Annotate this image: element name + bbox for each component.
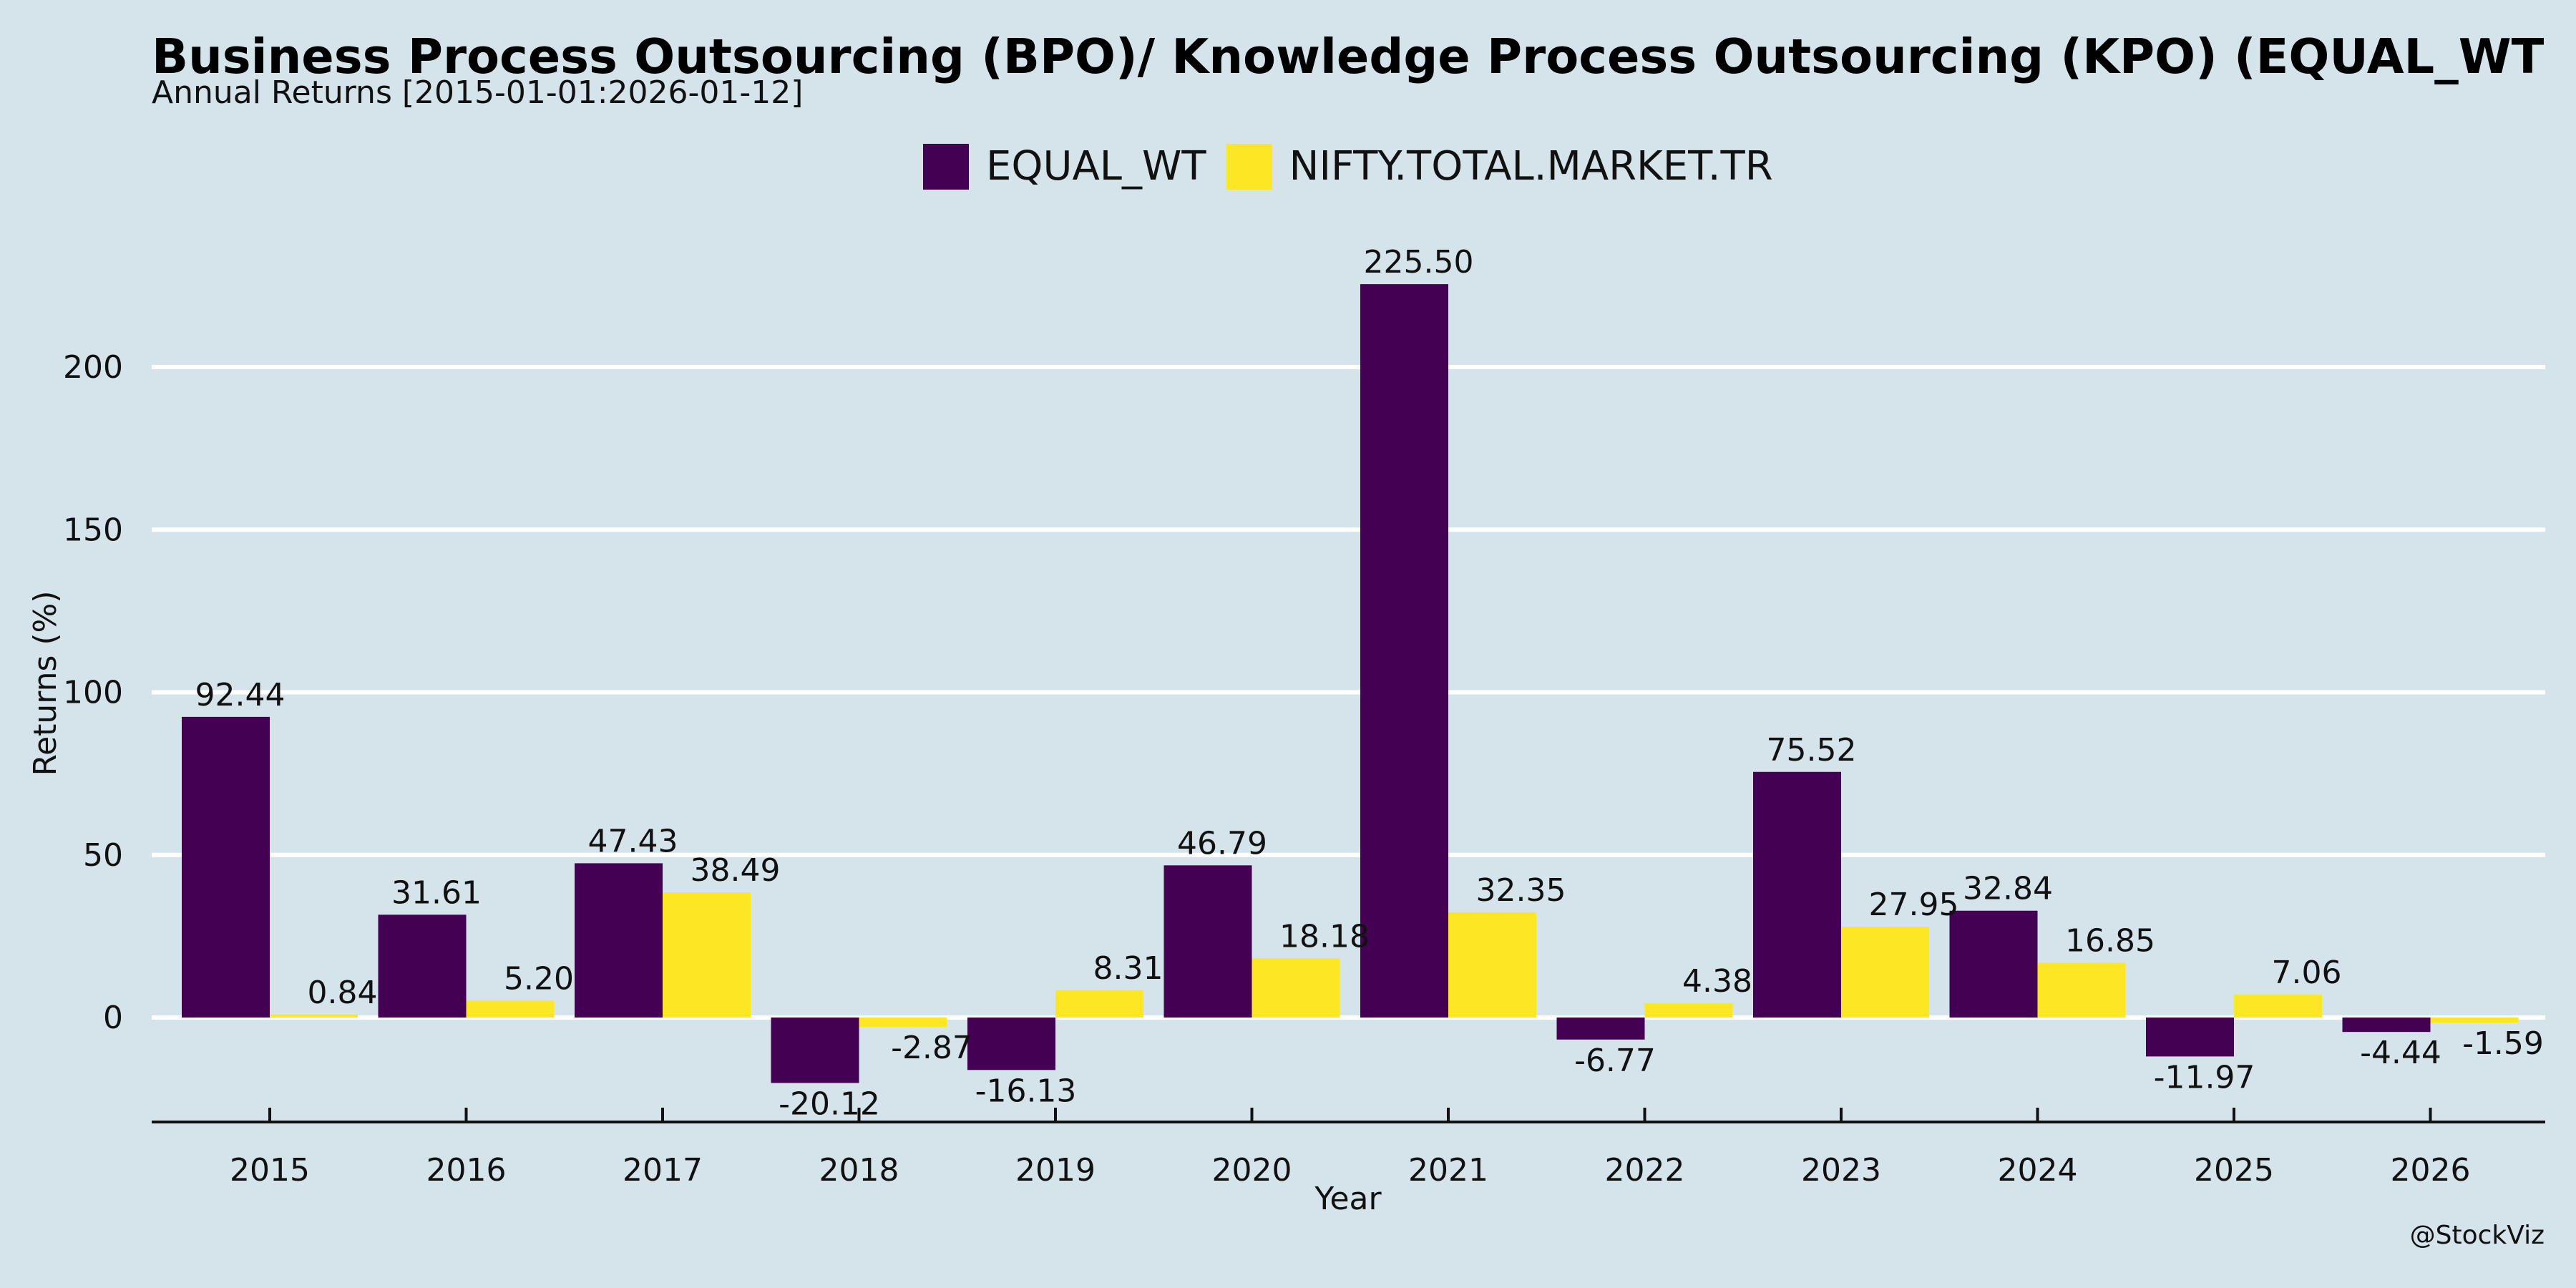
bar-equal-wt-2019 (967, 1018, 1055, 1070)
watermark: @StockViz (2409, 1221, 2545, 1250)
bar-equal-wt-2020 (1163, 865, 1252, 1018)
bar-label: 92.44 (195, 677, 286, 713)
x-tick-label: 2026 (2391, 1152, 2471, 1189)
bar-label: 4.38 (1682, 963, 1752, 1000)
bar-label: -20.12 (779, 1085, 880, 1122)
bar-nifty-2020 (1252, 958, 1340, 1018)
bar-equal-wt-2018 (771, 1018, 859, 1083)
bar-nifty-2023 (1841, 926, 1929, 1018)
bars (182, 284, 2519, 1083)
bar-label: 27.95 (1869, 887, 1959, 923)
axes: 0 50 100 150 200 2015 2016 2017 2018 2019 2020 2021… (63, 349, 2545, 1189)
bar-label: 8.31 (1093, 950, 1163, 987)
bar-label: -1.59 (2462, 1025, 2544, 1062)
y-tick-label: 200 (63, 349, 123, 386)
bar-nifty-2024 (2037, 962, 2126, 1018)
bar-equal-wt-2022 (1556, 1018, 1645, 1040)
bar-label: -6.77 (1574, 1043, 1656, 1079)
bar-label: 32.35 (1476, 872, 1566, 909)
chart-title: Business Process Outsourcing (BPO)/ Know… (152, 29, 2545, 84)
bar-label: 31.61 (391, 874, 482, 911)
bar-label: 5.20 (504, 960, 574, 997)
x-tick-label: 2019 (1015, 1152, 1096, 1189)
legend-item-nifty: NIFTY.TOTAL.MARKET.TR (1226, 143, 1773, 190)
bar-label: 225.50 (1364, 244, 1474, 280)
legend-swatch-nifty (1226, 143, 1272, 190)
bar-equal-wt-2016 (378, 914, 467, 1018)
y-tick-label: 50 (83, 837, 123, 874)
bar-label: 18.18 (1279, 918, 1370, 955)
bar-nifty-2026 (2430, 1018, 2519, 1023)
bar-label: 47.43 (588, 823, 678, 859)
bar-nifty-2022 (1644, 1003, 1733, 1018)
x-tick-label: 2017 (623, 1152, 703, 1189)
y-tick-label: 150 (63, 512, 123, 548)
bar-nifty-2019 (1055, 990, 1143, 1018)
x-tick-label: 2018 (819, 1152, 899, 1189)
legend-label-equal-wt: EQUAL_WT (986, 143, 1206, 190)
legend-label-nifty: NIFTY.TOTAL.MARKET.TR (1289, 143, 1773, 190)
bar-equal-wt-2023 (1753, 771, 1841, 1018)
x-tick-label: 2024 (1998, 1152, 2078, 1189)
legend: EQUAL_WT NIFTY.TOTAL.MARKET.TR (923, 143, 1793, 190)
legend-swatch-equal-wt (923, 143, 969, 190)
bar-nifty-2025 (2234, 994, 2322, 1018)
x-tick-label: 2020 (1212, 1152, 1292, 1189)
bar-label: -11.97 (2154, 1059, 2255, 1096)
bar-label: 46.79 (1177, 825, 1267, 862)
bar-equal-wt-2024 (1949, 910, 2038, 1018)
bar-equal-wt-2025 (2146, 1018, 2234, 1057)
bar-label: 32.84 (1963, 871, 2053, 907)
bar-label: 38.49 (691, 852, 781, 889)
bar-label: 7.06 (2272, 955, 2342, 991)
bar-equal-wt-2021 (1360, 284, 1448, 1018)
x-tick-label: 2021 (1408, 1152, 1488, 1189)
bar-labels: 92.440.8431.615.2047.4338.49-20.12-2.87-… (195, 244, 2544, 1122)
x-tick-label: 2016 (426, 1152, 507, 1189)
x-tick-label: 2022 (1605, 1152, 1685, 1189)
legend-item-equal-wt: EQUAL_WT (923, 143, 1206, 190)
x-tick-label: 2023 (1801, 1152, 1881, 1189)
bar-label: 16.85 (2065, 922, 2155, 959)
y-tick-label: 0 (103, 1000, 123, 1036)
bar-label: 75.52 (1767, 732, 1857, 769)
bar-equal-wt-2015 (182, 716, 270, 1018)
x-axis-title: Year (1314, 1181, 1382, 1217)
bar-nifty-2015 (270, 1015, 358, 1018)
bar-nifty-2016 (466, 1000, 555, 1018)
bar-nifty-2021 (1448, 912, 1536, 1018)
x-tick-label: 2025 (2194, 1152, 2274, 1189)
x-tick-label: 2015 (230, 1152, 310, 1189)
bar-label: 0.84 (308, 975, 378, 1011)
chart-subtitle: Annual Returns [2015-01-01:2026-01-12] (152, 74, 804, 111)
bar-label: -4.44 (2360, 1035, 2441, 1071)
y-axis-title: Returns (%) (27, 590, 64, 776)
bar-nifty-2018 (859, 1018, 947, 1028)
bar-equal-wt-2017 (575, 863, 663, 1018)
bar-equal-wt-2026 (2342, 1018, 2431, 1033)
bar-nifty-2017 (663, 892, 751, 1018)
bar-label: -2.87 (891, 1030, 972, 1066)
y-tick-label: 100 (63, 675, 123, 711)
bar-label: -16.13 (975, 1073, 1077, 1109)
